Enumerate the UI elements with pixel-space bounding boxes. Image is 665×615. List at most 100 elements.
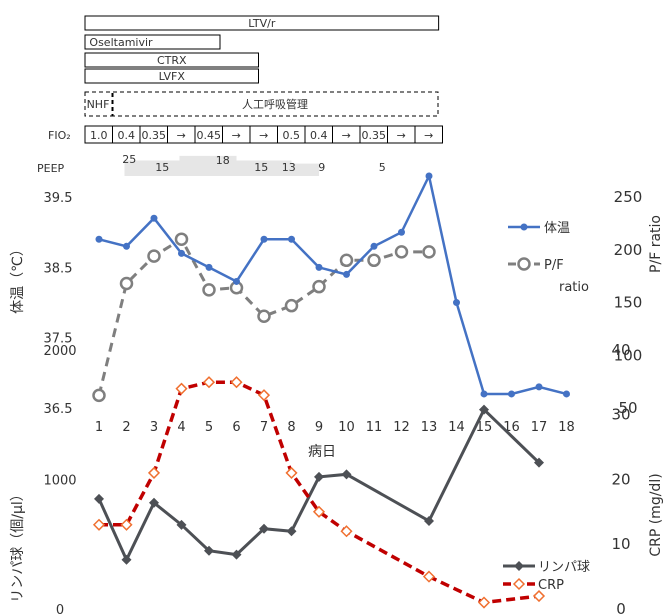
- y2-tick-label: 50: [618, 399, 637, 417]
- pf-ratio-point: [147, 249, 161, 263]
- temperature-point: [205, 263, 213, 271]
- peep-value: 25: [122, 153, 136, 166]
- y-tick-label-2: 1000: [43, 474, 76, 489]
- temperature-point: [508, 390, 515, 398]
- x-tick-label: 14: [448, 420, 465, 435]
- y2-axis-label: P/F ratio: [648, 215, 664, 273]
- nhf-box: [84, 91, 113, 117]
- crp-line: [99, 380, 540, 605]
- x-tick-label: 11: [366, 420, 383, 435]
- y2-tick-label: 250: [614, 188, 643, 206]
- treatment-bar-ltvr: [84, 15, 440, 31]
- peep-value: 15: [155, 161, 169, 174]
- y2-tick-label-2: 0: [616, 600, 626, 615]
- fio2-value: 1.0: [90, 129, 108, 142]
- lymphocyte-point: [286, 526, 297, 537]
- treatment-bar-lvfx: [84, 68, 259, 84]
- legend-pf-label-2: ratio: [559, 280, 589, 295]
- pf-ratio-point: [257, 309, 271, 323]
- fio2-label: FIO₂: [48, 129, 71, 142]
- temperature-point: [288, 235, 295, 243]
- crp-point: [147, 466, 161, 479]
- temperature-point: [260, 235, 268, 243]
- pf-ratio-point: [422, 245, 436, 259]
- y-tick-label-2: 2000: [43, 344, 76, 359]
- crp-point: [175, 382, 188, 395]
- treatment-label: Oseltamivir: [89, 36, 153, 49]
- pf-ratio-point: [202, 283, 216, 297]
- pf-ratio-point: [174, 232, 189, 246]
- legend-crp-marker: [512, 577, 526, 591]
- x-tick-label: 1: [95, 420, 103, 435]
- x-tick-label: 17: [531, 420, 548, 435]
- x-tick-label: 12: [393, 420, 410, 435]
- legend-pf-marker: [517, 257, 531, 271]
- pf-ratio-point: [367, 253, 381, 268]
- y-tick-label: 38.5: [44, 261, 73, 276]
- temperature-point: [233, 277, 240, 285]
- x-tick-label: 5: [205, 420, 213, 435]
- crp-point: [285, 466, 298, 479]
- x-tick-label: 7: [260, 420, 268, 435]
- lymphocyte-point: [204, 545, 214, 556]
- temperature-point: [563, 390, 570, 398]
- temperature-point: [535, 383, 543, 391]
- crp-point: [202, 376, 216, 389]
- legend-lymphocyte-label: リンパ球: [538, 560, 590, 575]
- peep-step: [234, 160, 292, 176]
- temperature-point: [480, 390, 488, 398]
- legend-crp-label: CRP: [538, 578, 564, 593]
- fio2-value: 0.4: [118, 129, 136, 142]
- legend-pf-label: P/F: [544, 258, 564, 273]
- fio2-value: →: [232, 129, 241, 142]
- y-axis-label: 体温（℃）: [10, 242, 26, 314]
- fio2-value: →: [397, 129, 406, 142]
- lymphocyte-point: [259, 523, 269, 534]
- temperature-point: [150, 214, 158, 222]
- ventilation-box: [112, 91, 439, 117]
- lymphocyte-point: [341, 469, 352, 480]
- fio2-value: →: [342, 129, 351, 142]
- pf-ratio-point: [92, 388, 106, 403]
- x-tick-label: 10: [338, 420, 355, 435]
- y2-tick-label: 100: [614, 346, 643, 364]
- y2-tick-label-2: 20: [611, 470, 630, 488]
- crp-point: [230, 376, 243, 389]
- y-tick-label: 39.5: [44, 191, 73, 206]
- peep-value: 15: [254, 161, 268, 174]
- x-tick-label: 15: [476, 420, 493, 435]
- lymphocyte-point: [94, 493, 104, 504]
- crp-point: [312, 505, 326, 518]
- crp-point: [257, 389, 271, 402]
- pf-ratio-point: [284, 298, 299, 313]
- temperature-point: [370, 242, 378, 250]
- lymphocyte-point: [149, 497, 159, 508]
- temperature-point: [425, 172, 433, 180]
- lymphocyte-point: [121, 554, 132, 565]
- y2-tick-label-2: 40: [611, 341, 630, 359]
- treatment-label: CTRX: [157, 54, 187, 67]
- x-tick-label: 3: [150, 420, 158, 435]
- x-tick-label: 6: [232, 420, 240, 435]
- y2-tick-label-2: 10: [611, 535, 630, 553]
- pf-ratio-point: [119, 276, 134, 291]
- peep-value: 18: [216, 154, 230, 167]
- temperature-line: [98, 172, 567, 396]
- peep-label: PEEP: [37, 162, 65, 175]
- x-tick-label: 4: [177, 420, 185, 435]
- y-axis-label-2: リンパ球（個/μl）: [10, 487, 26, 603]
- crp-point: [120, 518, 133, 531]
- treatment-bar-ctrx: [84, 52, 259, 68]
- lymphocyte-point: [176, 519, 187, 530]
- y-tick-label: 37.5: [44, 332, 73, 347]
- temperature-point: [123, 242, 130, 250]
- temperature-point: [343, 270, 350, 278]
- pf-ratio-point: [312, 279, 326, 294]
- crp-point: [532, 589, 546, 603]
- y2-tick-label: 150: [614, 294, 643, 312]
- x-tick-label: 13: [421, 420, 438, 435]
- fio2-value: 0.35: [362, 129, 387, 142]
- fio2-value: 0.4: [310, 129, 328, 142]
- legend-lymphocyte-marker: [514, 561, 524, 571]
